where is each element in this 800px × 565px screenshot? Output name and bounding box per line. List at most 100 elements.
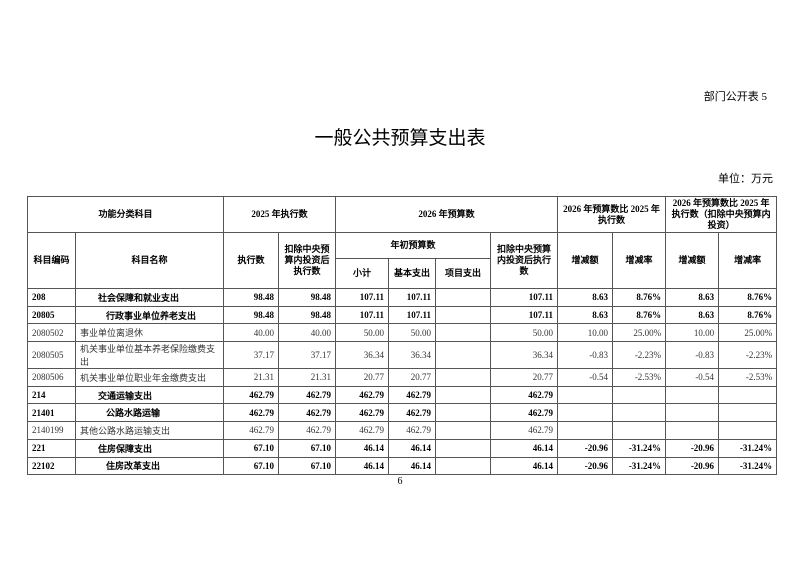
cell-rate1: -2.23%	[612, 341, 667, 370]
cell-basic: 36.34	[388, 341, 437, 370]
cell-rate2	[718, 421, 778, 440]
cell-subtotal: 50.00	[335, 323, 390, 343]
cell-project	[435, 368, 492, 387]
cell-rate1: -31.24%	[612, 456, 667, 476]
cell-basic: 462.79	[388, 403, 437, 423]
cell-exec-excl: 462.79	[278, 421, 337, 440]
cell-budget-excl: 46.14	[490, 438, 559, 458]
table-row: 2080506 机关事业单位职业年金缴费支出 21.31 21.31 20.77 20.7…	[27, 368, 778, 387]
cell-rate2: -2.23%	[718, 341, 778, 370]
cell-code: 208	[27, 288, 76, 307]
cell-basic: 46.14	[388, 456, 437, 476]
cell-exec: 40.00	[223, 323, 280, 343]
header-change-rate-excl: 增减率	[718, 232, 778, 289]
cell-chg1	[557, 385, 614, 405]
cell-exec-excl: 37.17	[278, 341, 337, 370]
cell-basic: 50.00	[388, 323, 437, 343]
cell-exec: 462.79	[223, 385, 280, 405]
cell-code: 21401	[27, 403, 76, 423]
cell-exec-excl: 67.10	[278, 438, 337, 458]
cell-exec-excl: 67.10	[278, 456, 337, 476]
cell-exec-excl: 98.48	[278, 305, 337, 325]
cell-project	[435, 385, 492, 405]
cell-budget-excl: 20.77	[490, 368, 559, 387]
budget-table: 功能分类科目 2025 年执行数 2026 年预算数 2026 年预算数比 20…	[26, 196, 778, 476]
cell-project	[435, 288, 492, 307]
cell-exec: 37.17	[223, 341, 280, 370]
cell-subtotal: 107.11	[335, 305, 390, 325]
table-row: 22102 住房改革支出 67.10 67.10 46.14 46.14 46.14 -20.…	[27, 456, 778, 476]
header-name: 科目名称	[74, 232, 225, 289]
cell-code: 20805	[27, 305, 76, 325]
cell-name: 事业单位离退休	[74, 323, 225, 343]
cell-exec-excl: 40.00	[278, 323, 337, 343]
cell-exec: 67.10	[223, 456, 280, 476]
cell-budget-excl: 46.14	[490, 456, 559, 476]
cell-rate1: -2.53%	[612, 368, 667, 387]
header-compare-exec-excl: 2026 年预算数比 2025 年执行数（扣除中央预算内投资）	[665, 196, 778, 233]
cell-chg2	[665, 403, 720, 423]
cell-rate2	[718, 385, 778, 405]
cell-basic: 462.79	[388, 385, 437, 405]
cell-rate1: 8.76%	[612, 288, 667, 307]
cell-exec: 98.48	[223, 288, 280, 307]
cell-code: 214	[27, 385, 76, 405]
cell-budget-excl: 107.11	[490, 305, 559, 325]
header-exec-excl: 扣除中央预算内投资后执行数	[278, 232, 337, 289]
cell-budget-excl: 462.79	[490, 403, 559, 423]
cell-code: 2080505	[27, 341, 76, 370]
cell-rate2: -31.24%	[718, 438, 778, 458]
cell-budget-excl: 462.79	[490, 385, 559, 405]
cell-exec-excl: 21.31	[278, 368, 337, 387]
cell-name: 机关事业单位基本养老保险缴费支出	[74, 341, 225, 370]
cell-rate2: -2.53%	[718, 368, 778, 387]
table-row: 208 社会保障和就业支出 98.48 98.48 107.11 107.11 107.11…	[27, 288, 778, 307]
cell-basic: 107.11	[388, 305, 437, 325]
cell-subtotal: 20.77	[335, 368, 390, 387]
cell-rate1: 8.76%	[612, 305, 667, 325]
cell-code: 2080506	[27, 368, 76, 387]
cell-chg1: 8.63	[557, 305, 614, 325]
cell-chg2: -0.83	[665, 341, 720, 370]
cell-subtotal: 462.79	[335, 385, 390, 405]
cell-chg2: 8.63	[665, 288, 720, 307]
cell-project	[435, 305, 492, 325]
cell-exec-excl: 98.48	[278, 288, 337, 307]
table-row: 2080505 机关事业单位基本养老保险缴费支出 37.17 37.17 36.34 36…	[27, 341, 778, 370]
cell-rate2: 8.76%	[718, 288, 778, 307]
cell-project	[435, 438, 492, 458]
cell-basic: 46.14	[388, 438, 437, 458]
header-project: 项目支出	[435, 258, 492, 289]
cell-basic: 20.77	[388, 368, 437, 387]
cell-basic: 107.11	[388, 288, 437, 307]
cell-name: 住房改革支出	[74, 456, 225, 476]
header-change-amount-excl: 增减额	[665, 232, 720, 289]
cell-project	[435, 323, 492, 343]
cell-name: 公路水路运输	[74, 403, 225, 423]
cell-subtotal: 462.79	[335, 403, 390, 423]
cell-exec: 21.31	[223, 368, 280, 387]
header-initial-budget: 年初预算数	[335, 232, 492, 259]
header-change-rate: 增减率	[612, 232, 667, 289]
cell-name: 机关事业单位职业年金缴费支出	[74, 368, 225, 387]
cell-chg2: -20.96	[665, 456, 720, 476]
table-row: 20805 行政事业单位养老支出 98.48 98.48 107.11 107.11 107…	[27, 305, 778, 325]
cell-subtotal: 46.14	[335, 456, 390, 476]
cell-chg1	[557, 403, 614, 423]
cell-rate2	[718, 403, 778, 423]
cell-chg2	[665, 385, 720, 405]
cell-exec-excl: 462.79	[278, 385, 337, 405]
cell-name: 社会保障和就业支出	[74, 288, 225, 307]
cell-chg1: -0.83	[557, 341, 614, 370]
cell-chg1: 10.00	[557, 323, 614, 343]
cell-subtotal: 462.79	[335, 421, 390, 440]
cell-exec: 462.79	[223, 421, 280, 440]
header-exec: 执行数	[223, 232, 280, 289]
cell-rate1	[612, 421, 667, 440]
header-budget-excl: 扣除中央预算内投资后执行数	[490, 232, 559, 289]
cell-exec-excl: 462.79	[278, 403, 337, 423]
table-row: 21401 公路水路运输 462.79 462.79 462.79 462.79 462.7…	[27, 403, 778, 423]
cell-budget-excl: 107.11	[490, 288, 559, 307]
cell-subtotal: 36.34	[335, 341, 390, 370]
cell-chg1: -20.96	[557, 438, 614, 458]
